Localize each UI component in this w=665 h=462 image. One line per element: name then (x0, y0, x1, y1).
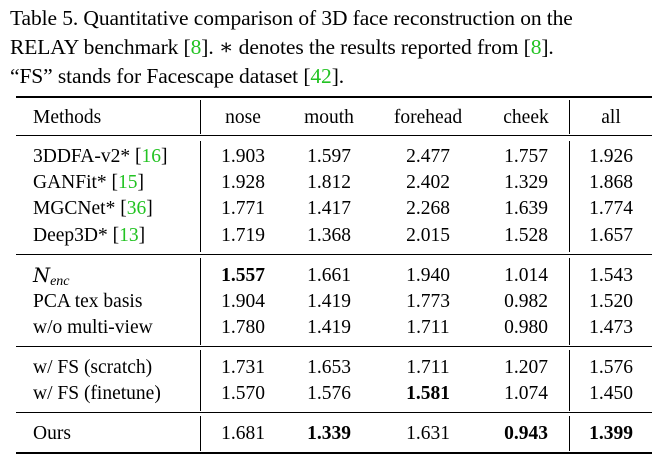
metric-value-forehead: 2.268 (406, 198, 450, 220)
metric-value-nose: 1.771 (221, 198, 265, 220)
method-name: 3DDFA-v2* [16] (33, 146, 168, 167)
metric-value-nose: 1.903 (221, 146, 265, 167)
citation-link[interactable]: 13 (119, 224, 139, 246)
caption-line-1: Table 5. Quantitative comparison of 3D f… (10, 6, 573, 30)
metric-value-forehead: 1.773 (406, 291, 450, 313)
citation-link[interactable]: 36 (126, 198, 147, 220)
caption-line-3: “FS” stands for Facescape dataset [42]. (10, 64, 345, 88)
metric-value-forehead: 2.477 (406, 146, 450, 167)
column-separator (200, 100, 201, 134)
column-header-all: all (601, 107, 621, 128)
column-separator (200, 141, 201, 252)
metric-value-mouth: 1.419 (307, 317, 351, 339)
metric-value-all: 1.774 (589, 198, 633, 220)
column-separator (200, 350, 201, 411)
citation-link[interactable]: 8 (530, 35, 542, 59)
column-separator (569, 100, 570, 134)
metric-value-cheek: 1.528 (504, 224, 548, 246)
metric-value-forehead: 1.940 (406, 265, 450, 286)
metric-value-forehead: 2.402 (406, 172, 450, 194)
metric-value-all: 1.926 (589, 146, 633, 167)
metric-value-all: 1.868 (589, 172, 633, 194)
metric-value-all: 1.657 (589, 224, 633, 246)
metric-value-nose: 1.904 (221, 291, 265, 313)
method-name: MGCNet* [36] (33, 198, 153, 220)
metric-value-cheek: 1.014 (504, 265, 548, 286)
metric-value-nose: 1.719 (221, 224, 265, 246)
method-name: Nenc (33, 264, 70, 289)
metric-value-forehead: 2.015 (406, 224, 450, 246)
column-separator (200, 416, 201, 451)
metric-value-nose: 1.928 (221, 172, 265, 194)
metric-value-mouth: 1.417 (307, 198, 351, 220)
metric-value-mouth: 1.576 (307, 383, 351, 405)
metric-value-cheek: 1.074 (504, 383, 548, 405)
metric-value-cheek: 1.207 (504, 357, 548, 378)
column-separator (569, 258, 570, 345)
metric-value-all: 1.520 (589, 291, 633, 313)
metric-value-nose: 1.780 (221, 317, 265, 339)
metric-value-forehead: 1.711 (406, 357, 450, 378)
table-caption: Table 5. Quantitative comparison of 3D f… (10, 4, 658, 91)
metric-value-forehead: 1.581 (406, 383, 450, 405)
column-header-nose: nose (225, 107, 261, 128)
column-header-methods: Methods (33, 107, 102, 128)
metric-value-cheek: 1.757 (504, 146, 548, 167)
citation-link[interactable]: 42 (310, 64, 332, 88)
method-name: w/ FS (scratch) (33, 357, 153, 378)
metric-value-all: 1.450 (589, 383, 633, 405)
metric-value-mouth: 1.339 (307, 423, 351, 444)
metric-value-mouth: 1.419 (307, 291, 351, 313)
metric-value-mouth: 1.653 (307, 357, 351, 378)
metric-value-mouth: 1.812 (307, 172, 351, 194)
header-rule (16, 135, 652, 136)
column-separator (569, 416, 570, 451)
metric-value-all: 1.473 (589, 317, 633, 339)
metric-value-nose: 1.557 (221, 265, 265, 286)
column-separator (200, 258, 201, 345)
group-rule (16, 254, 652, 255)
metric-value-mouth: 1.597 (307, 146, 351, 167)
method-name: GANFit* [15] (33, 172, 145, 194)
metric-value-cheek: 0.982 (504, 291, 548, 313)
metric-value-nose: 1.731 (221, 357, 265, 378)
method-name: Ours (33, 423, 71, 444)
method-name: w/ FS (finetune) (33, 383, 161, 405)
metric-value-cheek: 1.639 (504, 198, 548, 220)
method-name: Deep3D* [13] (33, 224, 146, 246)
citation-link[interactable]: 15 (118, 172, 138, 194)
metric-value-forehead: 1.711 (406, 317, 450, 339)
column-header-mouth: mouth (304, 107, 354, 128)
metric-value-nose: 1.570 (221, 383, 265, 405)
column-separator (569, 141, 570, 252)
citation-link[interactable]: 16 (141, 146, 162, 167)
metric-value-mouth: 1.368 (307, 224, 351, 246)
column-separator (569, 350, 570, 411)
method-name: w/o multi-view (33, 317, 153, 339)
table-top-rule (16, 96, 652, 98)
caption-line-2: RELAY benchmark [8]. ∗ denotes the resul… (10, 35, 554, 59)
method-name: PCA tex basis (33, 291, 143, 313)
column-header-forehead: forehead (393, 107, 463, 128)
column-header-cheek: cheek (503, 107, 549, 128)
metric-value-cheek: 1.329 (504, 172, 548, 194)
metric-value-cheek: 0.943 (504, 423, 548, 444)
metric-value-forehead: 1.631 (406, 423, 450, 444)
metric-value-all: 1.543 (589, 265, 633, 286)
metric-value-mouth: 1.661 (307, 265, 351, 286)
group-rule (16, 412, 652, 413)
table-bottom-rule (16, 452, 652, 454)
metric-value-cheek: 0.980 (504, 317, 548, 339)
group-rule (16, 346, 652, 347)
citation-link[interactable]: 8 (190, 35, 202, 59)
metric-value-all: 1.399 (589, 423, 633, 444)
metric-value-nose: 1.681 (221, 423, 265, 444)
metric-value-all: 1.576 (589, 357, 633, 378)
